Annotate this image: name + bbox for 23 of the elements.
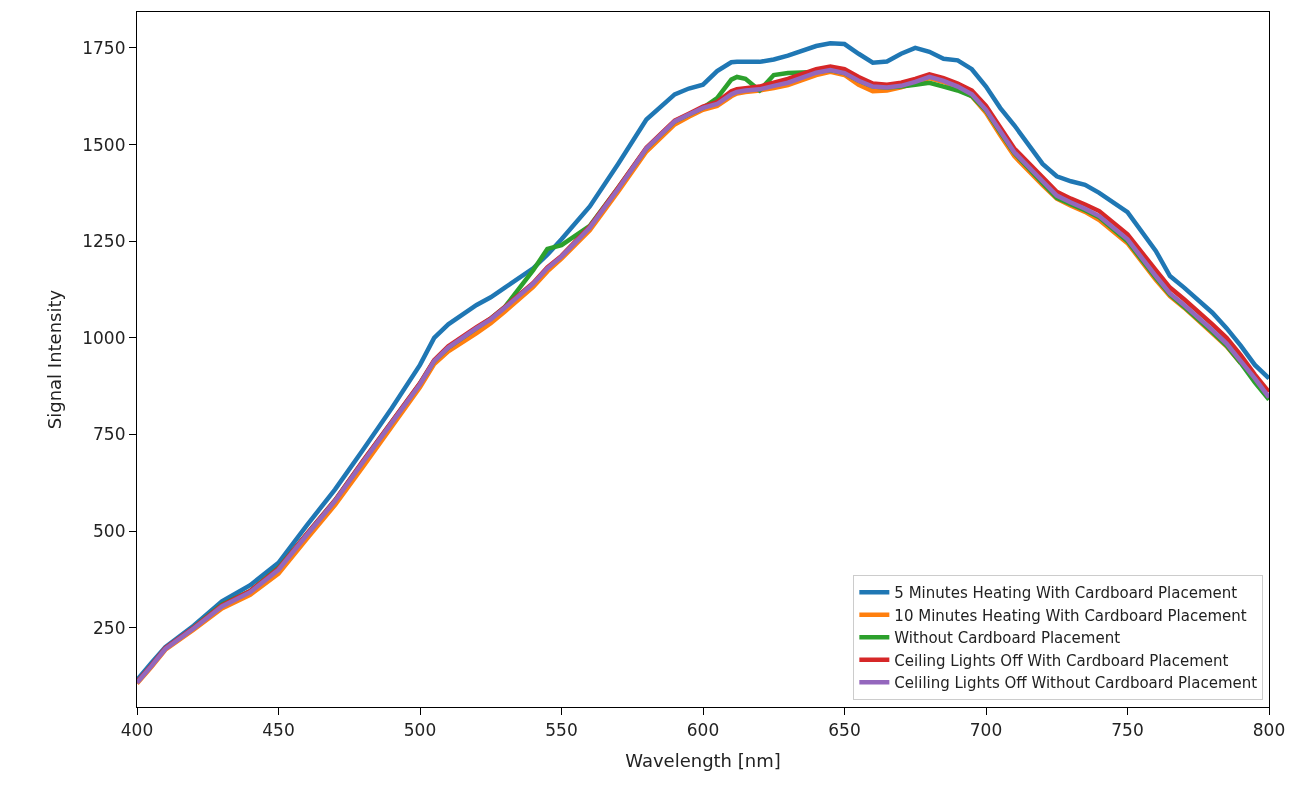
x-tick-label: 550	[545, 719, 578, 740]
legend-label: 5 Minutes Heating With Cardboard Placement	[894, 584, 1238, 603]
legend-label: Ceiling Lights Off With Cardboard Placement	[894, 651, 1229, 670]
y-axis-title: Signal Intensity	[44, 289, 66, 430]
x-tick-label: 750	[1111, 719, 1144, 740]
y-tick-label: 750	[93, 424, 126, 445]
y-tick-label: 1250	[82, 231, 126, 252]
x-tick-label: 400	[120, 719, 154, 740]
legend-label: 10 Minutes Heating With Cardboard Placement	[894, 606, 1247, 625]
x-tick-label: 500	[403, 719, 437, 740]
x-tick-label: 800	[1252, 719, 1286, 740]
y-tick-label: 500	[93, 521, 126, 542]
x-tick-label: 700	[969, 719, 1003, 740]
y-tick-label: 1750	[82, 37, 126, 58]
x-tick-label: 600	[686, 719, 720, 740]
legend-label: Celiling Lights Off Without Cardboard Placement	[894, 674, 1258, 693]
y-tick-label: 1000	[82, 327, 126, 348]
legend-label: Without Cardboard Placement	[894, 629, 1121, 648]
x-tick-label: 450	[262, 719, 295, 740]
y-tick-label: 1500	[82, 134, 126, 155]
x-axis-title: Wavelength [nm]	[625, 749, 781, 771]
x-tick-label: 650	[828, 719, 861, 740]
y-tick-label: 250	[93, 617, 126, 638]
